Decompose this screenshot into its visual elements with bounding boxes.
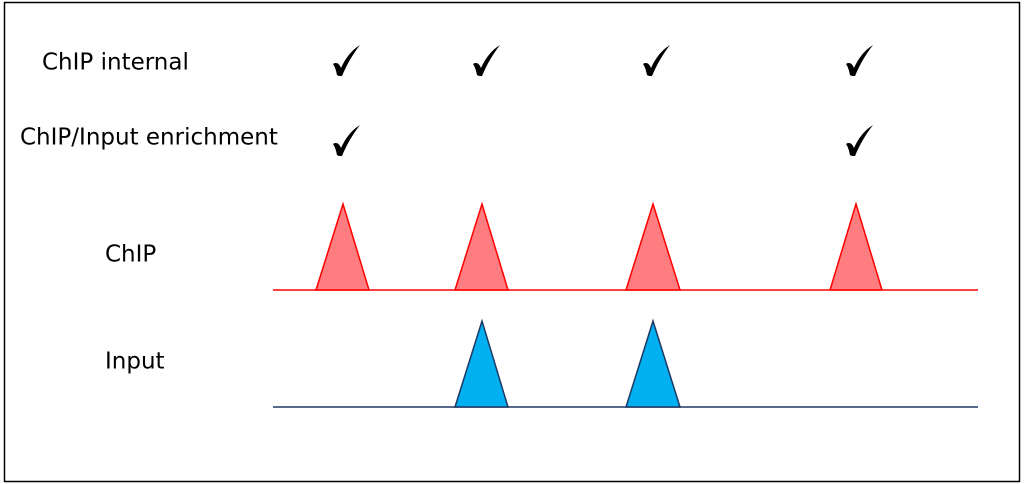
row-label: ChIP internal	[42, 50, 189, 76]
peak	[453, 318, 510, 408]
row-label: ChIP/Input enrichment	[20, 125, 278, 151]
peak	[624, 201, 682, 291]
input-track	[273, 318, 978, 408]
peak	[314, 201, 371, 291]
peak	[453, 201, 510, 291]
peak	[624, 318, 682, 408]
chip-track	[273, 201, 978, 291]
peak	[828, 201, 884, 291]
row-label: ChIP	[105, 242, 156, 268]
row-label: Input	[105, 349, 165, 375]
